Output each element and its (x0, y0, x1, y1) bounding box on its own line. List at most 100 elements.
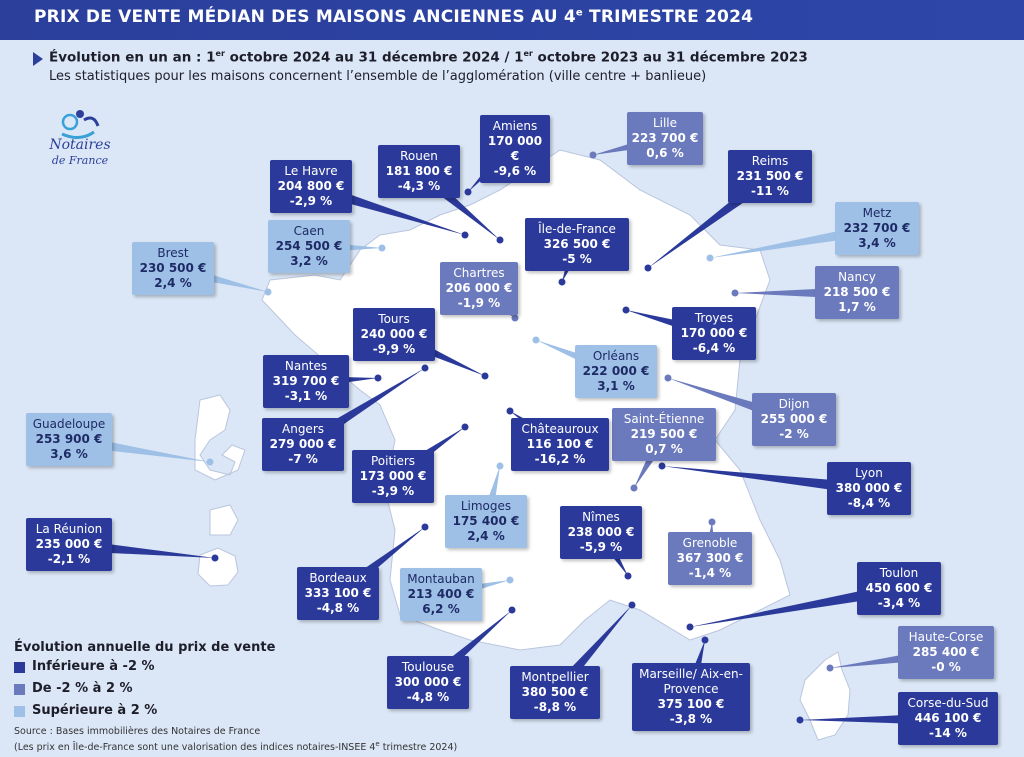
annual-change: 1,7 % (838, 300, 876, 314)
annual-change: -1,4 % (688, 566, 732, 580)
price-box-brest: Brest 230 500 €2,4 % (132, 242, 214, 295)
price-box-grenoble: Grenoble 367 300 € -1,4 % (668, 532, 752, 585)
city-dot-guadeloupe (206, 458, 214, 466)
city-name: Marseille/ Aix-en-Provence (639, 667, 743, 696)
legend: Évolution annuelle du prix de vente Infé… (14, 640, 314, 721)
guadeloupe-shape (194, 394, 246, 481)
city-dot-nancy (731, 289, 739, 297)
median-price: 255 000 € (760, 412, 828, 426)
city-name: La Réunion (35, 522, 103, 536)
city-name: Corse-du-Sud (907, 696, 989, 710)
annual-change: -14 % (929, 726, 967, 740)
city-name: Rouen (400, 149, 438, 163)
annual-change: -8,8 % (533, 700, 577, 714)
annual-change: -7 % (288, 452, 318, 466)
price-box-corsesud: Corse-du-Sud 446 100 € -14 % (898, 692, 998, 745)
annual-change: -9,9 % (372, 342, 416, 356)
city-name: Troyes (694, 311, 734, 325)
price-box-lille: Lille 223 700 €0,6 % (627, 112, 703, 165)
city-name: Grenoble (682, 536, 738, 550)
median-price: 380 500 € (521, 685, 589, 699)
price-box-bordeaux: Bordeaux 333 100 € -4,8 % (297, 567, 379, 620)
annual-change: -5,9 % (579, 540, 623, 554)
city-name: Châteauroux (521, 422, 599, 436)
annual-change: -2,1 % (47, 552, 91, 566)
annual-change: -9,6 % (493, 164, 537, 178)
price-box-amiens: Amiens 170 000 € -9,6 % (480, 115, 550, 183)
median-price: 285 400 € (912, 645, 980, 659)
header-band (0, 0, 1024, 40)
city-dot-idf (558, 278, 566, 286)
price-box-poitiers: Poitiers 173 000 € -3,9 % (352, 450, 434, 503)
price-box-chateauroux: Châteauroux 116 100 € -16,2 % (511, 418, 609, 471)
annual-change: 0,6 % (646, 146, 684, 160)
price-box-troyes: Troyes 170 000 € -6,4 % (672, 307, 756, 360)
annual-change: -4,8 % (406, 690, 450, 704)
guadeloupe-islet-shape (209, 504, 239, 536)
city-dot-toulon (686, 623, 694, 631)
legend-item-mid: De -2 % à 2 % (14, 679, 314, 699)
price-box-montauban: Montauban 213 400 €6,2 % (400, 568, 482, 621)
city-dot-troyes (622, 306, 630, 314)
logo-text: Notaires de France (49, 137, 111, 168)
city-name: Guadeloupe (32, 417, 106, 431)
city-dot-bordeaux (421, 523, 429, 531)
city-name: Angers (282, 422, 324, 436)
city-name: Le Havre (284, 164, 338, 178)
annual-change: -2,9 % (289, 194, 333, 208)
price-box-angers: Angers 279 000 € -7 % (262, 418, 344, 471)
annual-change: -0 % (931, 660, 961, 674)
notaires-logo: Notaires de France (40, 106, 120, 176)
city-dot-poitiers (461, 423, 469, 431)
city-dot-grenoble (708, 518, 716, 526)
city-dot-reims (644, 264, 652, 272)
price-box-nancy: Nancy 218 500 €1,7 % (815, 266, 899, 319)
median-price: 116 100 € (526, 437, 594, 451)
city-dot-nantes (374, 374, 382, 382)
annual-change: -16,2 % (534, 452, 586, 466)
city-name: Montpellier (521, 670, 589, 684)
legend-title: Évolution annuelle du prix de vente (14, 640, 276, 655)
city-name: Brest (157, 246, 189, 260)
city-name: Nîmes (582, 510, 620, 524)
city-name: Île-de-France (538, 222, 616, 236)
median-price: 235 000 € (35, 537, 103, 551)
annual-change: -3,4 % (877, 596, 921, 610)
median-price: 253 900 € (35, 432, 103, 446)
price-box-caen: Caen 254 500 €3,2 % (268, 220, 350, 273)
price-box-idf: Île-de-France 326 500 € -5 % (525, 218, 629, 271)
legend-swatch-high (14, 706, 25, 717)
median-price: 326 500 € (543, 237, 611, 251)
annual-change: 3,6 % (50, 447, 88, 461)
annual-change: 2,4 % (467, 529, 505, 543)
corsica-shape (799, 651, 851, 741)
city-name: Reims (751, 154, 789, 168)
reunion-shape (197, 547, 239, 587)
subtitle-note: Les statistiques pour les maisons concer… (49, 69, 707, 84)
price-box-dijon: Dijon 255 000 € -2 % (752, 393, 836, 446)
annual-change: -11 % (751, 184, 789, 198)
price-box-reunion: La Réunion 235 000 € -2,1 % (26, 518, 112, 571)
city-name: Amiens (492, 119, 538, 133)
annual-change: -4,3 % (397, 179, 441, 193)
median-price: 367 300 € (676, 551, 744, 565)
price-box-metz: Metz 232 700 €3,4 % (835, 202, 919, 255)
price-box-toulon: Toulon 450 600 € -3,4 % (857, 562, 941, 615)
legend-label-low: Inférieure à -2 % (32, 659, 155, 674)
median-price: 333 100 € (304, 586, 372, 600)
price-box-toulouse: Toulouse 300 000 € -4,8 % (387, 656, 469, 709)
city-dot-chateauroux (506, 407, 514, 415)
city-dot-tours (481, 372, 489, 380)
median-price: 170 000 € (680, 326, 748, 340)
city-dot-reunion (211, 554, 219, 562)
leader-lyon (662, 466, 870, 495)
city-dot-brest (264, 288, 272, 296)
city-dot-dijon (664, 374, 672, 382)
median-price: 240 000 € (360, 327, 428, 341)
city-dot-toulouse (508, 606, 516, 614)
city-name: Nantes (284, 359, 328, 373)
median-price: 279 000 € (269, 437, 337, 451)
annual-change: 6,2 % (422, 602, 460, 616)
city-name: Orléans (592, 349, 640, 363)
median-price: 238 000 € (567, 525, 635, 539)
